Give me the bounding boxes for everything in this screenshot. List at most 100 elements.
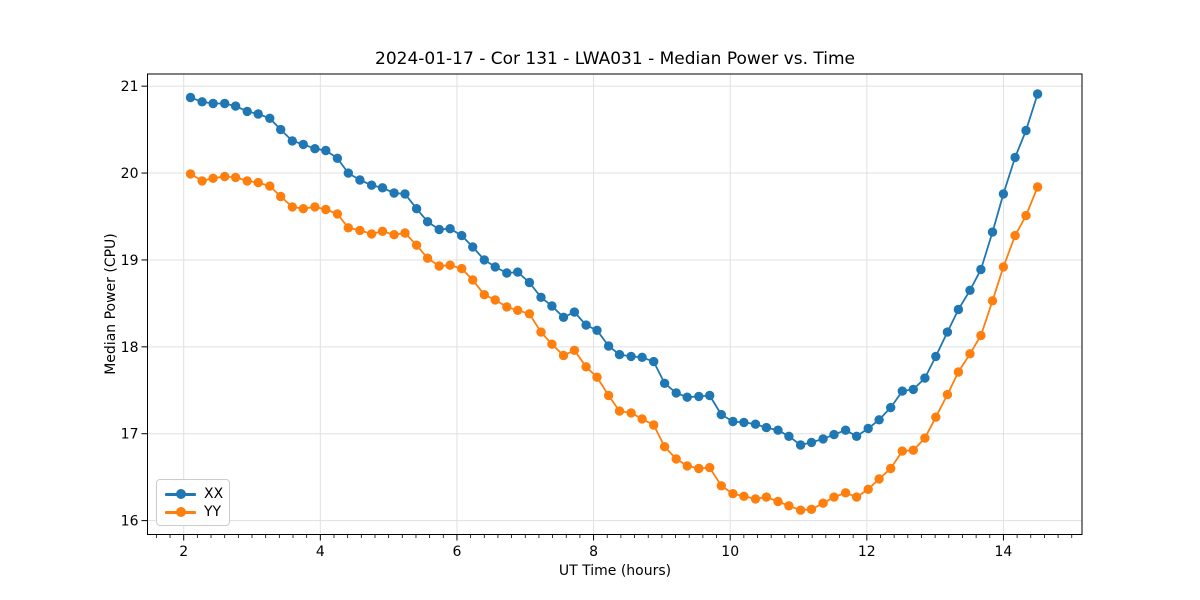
data-point bbox=[614, 349, 625, 360]
data-point bbox=[558, 350, 569, 361]
data-point bbox=[422, 253, 433, 263]
data-point bbox=[513, 305, 523, 315]
data-point bbox=[998, 189, 1009, 199]
data-point bbox=[389, 188, 399, 198]
data-point bbox=[547, 339, 557, 349]
data-point bbox=[976, 264, 986, 275]
legend-marker-xx bbox=[175, 489, 186, 499]
axes-frame bbox=[147, 73, 1083, 535]
data-point bbox=[276, 124, 286, 135]
x-tick-label: 6 bbox=[452, 544, 461, 560]
data-point bbox=[592, 372, 602, 382]
data-point bbox=[581, 362, 591, 372]
data-point bbox=[220, 98, 230, 109]
x-tick-label: 10 bbox=[721, 544, 739, 560]
data-point bbox=[400, 228, 410, 238]
data-point bbox=[863, 484, 873, 494]
data-point bbox=[490, 262, 500, 272]
legend-marker-yy bbox=[175, 507, 186, 517]
data-point bbox=[953, 367, 964, 377]
data-point bbox=[920, 373, 930, 383]
data-point bbox=[682, 461, 692, 471]
legend: XX YY bbox=[156, 479, 230, 526]
data-point bbox=[829, 492, 839, 502]
legend-line-sample-yy bbox=[165, 507, 196, 517]
x-tick-label: 8 bbox=[589, 544, 598, 560]
x-minor-ticks bbox=[155, 534, 1073, 538]
data-point bbox=[931, 412, 941, 422]
data-point bbox=[728, 489, 738, 499]
data-point bbox=[840, 488, 851, 498]
data-point bbox=[490, 295, 500, 305]
data-point bbox=[671, 454, 681, 464]
data-point bbox=[603, 341, 614, 351]
data-point bbox=[1021, 125, 1031, 136]
data-point bbox=[931, 351, 941, 362]
data-point bbox=[818, 434, 828, 444]
data-point bbox=[614, 406, 625, 416]
data-point bbox=[987, 227, 998, 237]
data-point bbox=[649, 420, 659, 430]
data-point bbox=[965, 285, 975, 295]
data-point bbox=[998, 262, 1009, 272]
data-point bbox=[185, 169, 196, 179]
data-point bbox=[502, 302, 512, 312]
data-point bbox=[377, 183, 388, 193]
data-point bbox=[253, 109, 263, 119]
data-point bbox=[761, 422, 772, 433]
data-point bbox=[197, 176, 207, 186]
data-point bbox=[569, 307, 580, 317]
data-point bbox=[942, 389, 953, 400]
data-point bbox=[897, 446, 907, 456]
data-point bbox=[457, 230, 467, 241]
data-point bbox=[1010, 230, 1020, 241]
data-point bbox=[536, 292, 546, 302]
data-point bbox=[659, 378, 670, 388]
data-point bbox=[197, 97, 207, 107]
data-point bbox=[603, 390, 614, 401]
data-point bbox=[806, 504, 817, 514]
data-point bbox=[773, 425, 783, 435]
data-point bbox=[355, 175, 365, 185]
data-point bbox=[942, 327, 953, 337]
data-point bbox=[829, 429, 839, 440]
data-point bbox=[908, 445, 918, 455]
data-point bbox=[840, 425, 851, 435]
data-point bbox=[208, 98, 218, 109]
x-tick-label: 2 bbox=[179, 544, 188, 560]
data-point bbox=[750, 419, 761, 429]
data-point bbox=[694, 391, 704, 402]
data-point bbox=[965, 349, 975, 359]
y-axis-ticks: 16 17 18 19 20 21 bbox=[121, 79, 148, 530]
data-point bbox=[739, 417, 749, 428]
data-point bbox=[626, 408, 636, 418]
data-point bbox=[343, 168, 353, 178]
data-point bbox=[332, 209, 343, 219]
data-point bbox=[479, 290, 489, 300]
data-point bbox=[321, 204, 331, 215]
data-point bbox=[185, 92, 196, 103]
data-point bbox=[242, 106, 252, 117]
data-point bbox=[265, 113, 275, 124]
data-point bbox=[874, 474, 884, 484]
series-line-xx bbox=[190, 93, 1039, 446]
grid-lines bbox=[147, 74, 1082, 535]
data-point bbox=[502, 268, 512, 278]
data-point bbox=[468, 242, 478, 252]
data-point bbox=[761, 492, 772, 502]
data-point bbox=[1032, 89, 1043, 99]
data-point bbox=[230, 172, 241, 183]
data-point bbox=[818, 498, 828, 508]
data-point bbox=[208, 173, 218, 183]
data-point bbox=[659, 442, 670, 452]
data-point bbox=[1010, 152, 1020, 163]
data-point bbox=[524, 277, 535, 288]
data-point bbox=[671, 388, 681, 398]
data-point bbox=[366, 229, 377, 239]
data-point bbox=[784, 431, 794, 441]
data-point bbox=[705, 462, 715, 473]
data-point bbox=[851, 431, 862, 441]
data-point bbox=[581, 320, 591, 330]
data-point bbox=[457, 263, 467, 274]
